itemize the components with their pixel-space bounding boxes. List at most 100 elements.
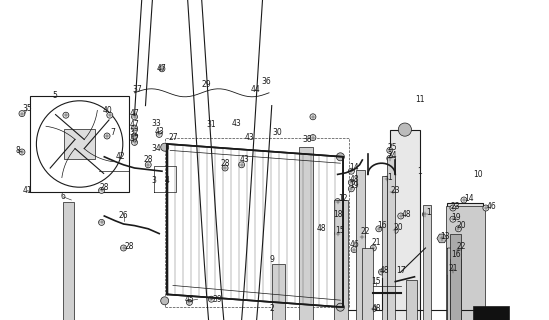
Circle shape bbox=[156, 132, 162, 137]
Text: 43: 43 bbox=[231, 119, 241, 128]
Circle shape bbox=[450, 268, 456, 273]
Bar bbox=[63, 202, 74, 320]
Circle shape bbox=[399, 123, 412, 136]
Circle shape bbox=[132, 133, 137, 139]
Text: 44: 44 bbox=[250, 85, 260, 94]
Bar bbox=[343, 310, 497, 320]
Bar bbox=[299, 147, 313, 320]
Circle shape bbox=[145, 162, 151, 168]
Text: 31: 31 bbox=[206, 120, 216, 129]
Text: 43: 43 bbox=[239, 156, 249, 164]
Text: 42: 42 bbox=[116, 152, 126, 161]
Circle shape bbox=[349, 186, 354, 192]
Circle shape bbox=[310, 114, 316, 120]
Polygon shape bbox=[437, 234, 447, 243]
FancyBboxPatch shape bbox=[447, 275, 461, 320]
Text: 15: 15 bbox=[335, 226, 345, 235]
Text: 16: 16 bbox=[377, 221, 386, 230]
Text: 11: 11 bbox=[415, 95, 425, 104]
Text: 45: 45 bbox=[184, 295, 194, 304]
Circle shape bbox=[337, 303, 344, 311]
Circle shape bbox=[349, 180, 354, 185]
Circle shape bbox=[132, 140, 137, 145]
Text: 14: 14 bbox=[349, 164, 359, 172]
Circle shape bbox=[384, 176, 390, 182]
Bar bbox=[423, 205, 431, 320]
Circle shape bbox=[456, 247, 461, 252]
Text: 48: 48 bbox=[349, 175, 359, 184]
Circle shape bbox=[335, 231, 340, 236]
Circle shape bbox=[99, 220, 104, 225]
Text: 46: 46 bbox=[486, 202, 496, 211]
Text: 10: 10 bbox=[473, 170, 483, 179]
Text: 23: 23 bbox=[451, 202, 461, 211]
Circle shape bbox=[104, 133, 110, 139]
Circle shape bbox=[132, 125, 137, 131]
Circle shape bbox=[75, 139, 85, 149]
Bar bbox=[450, 259, 461, 320]
Circle shape bbox=[450, 205, 456, 211]
Text: 27: 27 bbox=[168, 133, 178, 142]
Circle shape bbox=[376, 226, 382, 232]
Circle shape bbox=[423, 212, 428, 217]
Text: 16: 16 bbox=[451, 250, 461, 259]
Text: 9: 9 bbox=[270, 255, 274, 264]
Text: 28: 28 bbox=[124, 242, 134, 251]
Text: 28: 28 bbox=[143, 156, 153, 164]
Circle shape bbox=[99, 188, 104, 193]
Bar bbox=[272, 264, 285, 320]
Circle shape bbox=[19, 149, 25, 155]
Text: 47: 47 bbox=[157, 64, 167, 73]
Text: 48: 48 bbox=[371, 304, 381, 313]
Text: 2: 2 bbox=[270, 304, 274, 313]
FancyBboxPatch shape bbox=[447, 248, 461, 320]
Circle shape bbox=[335, 199, 340, 204]
Bar bbox=[447, 203, 483, 320]
Bar bbox=[382, 176, 387, 320]
Text: 26: 26 bbox=[119, 212, 128, 220]
Text: 12: 12 bbox=[338, 194, 348, 203]
Text: 38: 38 bbox=[302, 135, 312, 144]
Text: 47: 47 bbox=[130, 109, 139, 118]
Bar bbox=[390, 130, 420, 320]
Circle shape bbox=[371, 245, 376, 251]
Text: 46: 46 bbox=[349, 240, 359, 249]
Circle shape bbox=[161, 297, 169, 305]
Bar bbox=[64, 129, 95, 159]
Circle shape bbox=[19, 111, 25, 116]
Text: 33: 33 bbox=[152, 119, 161, 128]
Circle shape bbox=[393, 228, 398, 233]
Circle shape bbox=[450, 216, 456, 222]
Circle shape bbox=[360, 234, 365, 240]
Text: 6: 6 bbox=[61, 192, 65, 201]
Text: 32: 32 bbox=[130, 128, 139, 137]
Text: 28: 28 bbox=[220, 159, 230, 168]
Circle shape bbox=[379, 269, 384, 275]
Text: 5: 5 bbox=[53, 92, 57, 100]
Text: 20: 20 bbox=[393, 223, 403, 232]
Bar bbox=[473, 306, 509, 320]
Text: 22: 22 bbox=[456, 242, 466, 251]
Circle shape bbox=[398, 213, 404, 219]
Text: 19: 19 bbox=[451, 213, 461, 222]
Bar bbox=[362, 248, 373, 320]
Text: 7: 7 bbox=[110, 128, 115, 137]
Circle shape bbox=[461, 197, 467, 203]
Text: 24: 24 bbox=[388, 151, 397, 160]
Text: 4: 4 bbox=[165, 176, 170, 185]
Text: 47: 47 bbox=[130, 135, 139, 144]
Text: 14: 14 bbox=[464, 194, 474, 203]
Bar bbox=[387, 157, 395, 320]
Bar bbox=[406, 280, 417, 320]
Text: 34: 34 bbox=[152, 144, 161, 153]
Text: 23: 23 bbox=[390, 186, 400, 195]
Circle shape bbox=[387, 148, 393, 153]
Bar bbox=[356, 170, 365, 320]
Text: 43: 43 bbox=[245, 133, 255, 142]
Text: 20: 20 bbox=[456, 221, 466, 230]
Text: 25: 25 bbox=[388, 143, 397, 152]
Text: 48: 48 bbox=[379, 266, 389, 275]
Circle shape bbox=[222, 165, 228, 171]
Bar bbox=[334, 200, 348, 320]
Circle shape bbox=[310, 135, 316, 140]
